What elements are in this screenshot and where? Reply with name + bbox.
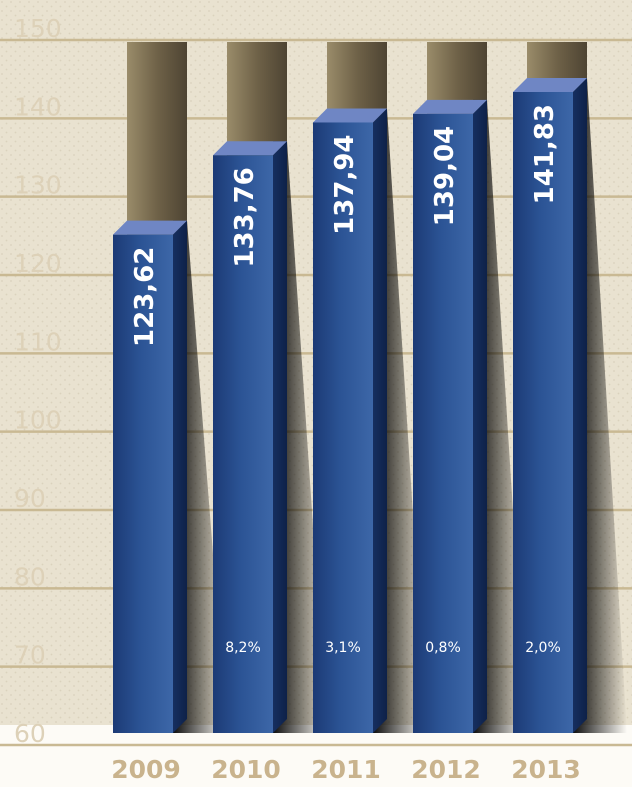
bar-value-label: 141,83 [530,104,560,204]
bar-top [313,108,387,123]
bar-value-label: 133,76 [230,167,260,267]
x-axis-labels: 2009 2010 2011 2012 2013 [111,755,581,784]
bar-side [473,99,487,733]
bar-top [113,220,187,235]
bar-top [213,141,287,156]
y-tick-label: 130 [14,171,62,200]
bar-side [273,141,287,734]
bar-side [173,220,187,734]
bar-growth-label: 2,0% [525,640,561,656]
y-tick-label: 70 [14,641,46,670]
bar-value-label: 123,62 [130,247,160,347]
bar-slot [127,42,187,247]
footer-band [0,725,632,787]
bar-value-label: 139,04 [430,126,460,226]
bar-growth-label: 8,2% [225,640,261,656]
bars: 123,62 133,76 8,2% 137,94 3,1% 139,04 0,8% 141,… [113,77,627,734]
y-tick-label: 110 [14,327,62,356]
bar-top [513,77,587,92]
y-tick-label: 90 [14,484,46,513]
bar-side [373,108,387,734]
y-tick-label: 60 [14,719,46,748]
bar [413,113,473,733]
bar-growth-label: 3,1% [325,640,361,656]
y-tick-label: 80 [14,562,46,591]
x-tick-label: 2010 [211,755,281,784]
bar-top [413,99,487,114]
bar-side [573,77,587,733]
y-tick-label: 120 [14,249,62,278]
y-tick-label: 150 [14,14,62,43]
x-tick-label: 2009 [111,755,181,784]
bar [513,91,573,733]
x-tick-label: 2012 [411,755,481,784]
bar [113,234,173,734]
bar-value-label: 137,94 [330,134,360,234]
y-tick-label: 100 [14,406,62,435]
y-tick-label: 140 [14,92,62,121]
x-tick-label: 2011 [311,755,381,784]
y-axis-tick-labels: 60 70 80 90 100 110 120 130 140 150 [14,14,62,748]
bar-growth-label: 0,8% [425,640,461,656]
bar [213,155,273,734]
bar [313,122,373,734]
x-tick-label: 2013 [511,755,581,784]
